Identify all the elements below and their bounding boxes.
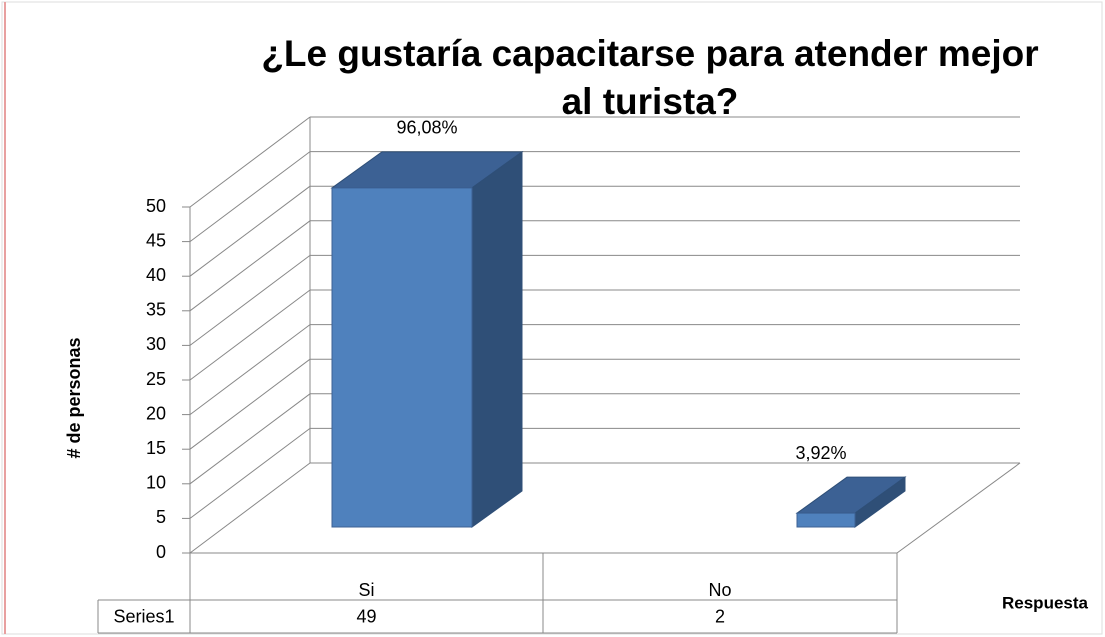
- y-tick-label: 35: [146, 300, 166, 320]
- y-axis-label: # de personas: [64, 337, 84, 458]
- y-tick-label: 25: [146, 369, 166, 389]
- y-tick-label: 30: [146, 334, 166, 354]
- x-tick-label: Si: [358, 580, 374, 600]
- floor-edge: [896, 462, 1021, 554]
- grid-line: [189, 151, 311, 243]
- grid-line: [189, 358, 311, 450]
- bar-side: [471, 150, 523, 528]
- grid-line: [189, 427, 311, 519]
- table-value: 49: [356, 606, 376, 626]
- bar: [331, 187, 473, 528]
- grid-line: [189, 254, 311, 346]
- grid-line: [189, 116, 311, 208]
- x-tick-label: No: [708, 580, 731, 600]
- y-tick-label: 15: [146, 438, 166, 458]
- data-label: 3,92%: [795, 443, 846, 463]
- legend-entry: Series1: [113, 606, 174, 626]
- bar: [796, 512, 856, 528]
- table-value: 2: [715, 606, 725, 626]
- chart-title: ¿Le gustaría capacitarse para atender me…: [261, 33, 1039, 122]
- y-tick-label: 5: [156, 507, 166, 527]
- data-label: 96,08%: [396, 118, 457, 138]
- grid-line: [189, 393, 311, 485]
- grid-line: [189, 289, 311, 381]
- grid-line: [189, 462, 311, 554]
- y-tick-label: 10: [146, 473, 166, 493]
- y-tick-label: 20: [146, 403, 166, 423]
- y-tick-label: 40: [146, 265, 166, 285]
- x-axis-label: Respuesta: [1002, 593, 1089, 612]
- y-tick-label: 45: [146, 230, 166, 250]
- y-tick-label: 0: [156, 542, 166, 562]
- grid-line: [189, 185, 311, 277]
- y-tick-label: 50: [146, 196, 166, 216]
- grid-line: [189, 220, 311, 312]
- grid-line: [189, 324, 311, 416]
